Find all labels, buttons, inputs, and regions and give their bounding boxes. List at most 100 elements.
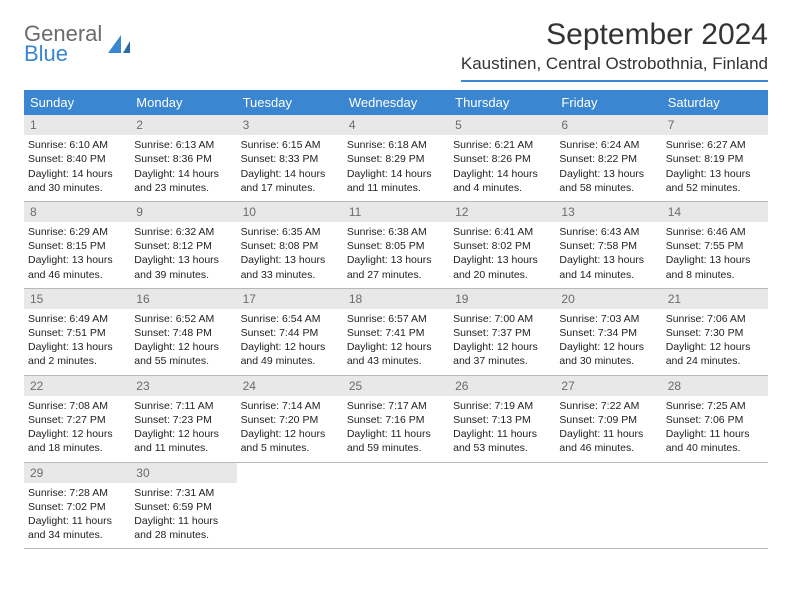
daylight-line: Daylight: 12 hours and 18 minutes. xyxy=(28,427,126,455)
sunrise-line: Sunrise: 7:03 AM xyxy=(559,312,657,326)
day-body: Sunrise: 7:00 AMSunset: 7:37 PMDaylight:… xyxy=(449,309,555,375)
daylight-line: Daylight: 12 hours and 11 minutes. xyxy=(134,427,232,455)
day-number: 21 xyxy=(662,289,768,309)
day-cell: 2Sunrise: 6:13 AMSunset: 8:36 PMDaylight… xyxy=(130,115,236,201)
week-row: 15Sunrise: 6:49 AMSunset: 7:51 PMDayligh… xyxy=(24,289,768,376)
day-body: Sunrise: 7:11 AMSunset: 7:23 PMDaylight:… xyxy=(130,396,236,462)
day-body xyxy=(343,467,449,476)
day-number: 8 xyxy=(24,202,130,222)
daylight-line: Daylight: 13 hours and 2 minutes. xyxy=(28,340,126,368)
day-cell: 3Sunrise: 6:15 AMSunset: 8:33 PMDaylight… xyxy=(237,115,343,201)
daylight-line: Daylight: 11 hours and 46 minutes. xyxy=(559,427,657,455)
day-body xyxy=(237,467,343,476)
day-body: Sunrise: 6:18 AMSunset: 8:29 PMDaylight:… xyxy=(343,135,449,201)
header: General Blue September 2024 Kaustinen, C… xyxy=(24,18,768,82)
weekday-header: Monday xyxy=(130,90,236,115)
day-cell xyxy=(237,463,343,549)
day-number: 16 xyxy=(130,289,236,309)
sunrise-line: Sunrise: 7:22 AM xyxy=(559,399,657,413)
day-number: 29 xyxy=(24,463,130,483)
day-cell: 6Sunrise: 6:24 AMSunset: 8:22 PMDaylight… xyxy=(555,115,661,201)
sunset-line: Sunset: 8:36 PM xyxy=(134,152,232,166)
sunrise-line: Sunrise: 6:52 AM xyxy=(134,312,232,326)
daylight-line: Daylight: 11 hours and 34 minutes. xyxy=(28,514,126,542)
day-number: 11 xyxy=(343,202,449,222)
sunrise-line: Sunrise: 7:25 AM xyxy=(666,399,764,413)
day-cell: 13Sunrise: 6:43 AMSunset: 7:58 PMDayligh… xyxy=(555,202,661,288)
day-body: Sunrise: 7:03 AMSunset: 7:34 PMDaylight:… xyxy=(555,309,661,375)
sunset-line: Sunset: 7:51 PM xyxy=(28,326,126,340)
day-number: 13 xyxy=(555,202,661,222)
day-body: Sunrise: 6:32 AMSunset: 8:12 PMDaylight:… xyxy=(130,222,236,288)
day-body: Sunrise: 6:49 AMSunset: 7:51 PMDaylight:… xyxy=(24,309,130,375)
day-body: Sunrise: 6:24 AMSunset: 8:22 PMDaylight:… xyxy=(555,135,661,201)
day-cell: 7Sunrise: 6:27 AMSunset: 8:19 PMDaylight… xyxy=(662,115,768,201)
day-number: 27 xyxy=(555,376,661,396)
day-body: Sunrise: 7:14 AMSunset: 7:20 PMDaylight:… xyxy=(237,396,343,462)
day-body: Sunrise: 7:08 AMSunset: 7:27 PMDaylight:… xyxy=(24,396,130,462)
daylight-line: Daylight: 14 hours and 4 minutes. xyxy=(453,167,551,195)
sunrise-line: Sunrise: 6:15 AM xyxy=(241,138,339,152)
weekday-header-row: SundayMondayTuesdayWednesdayThursdayFrid… xyxy=(24,90,768,115)
day-cell xyxy=(662,463,768,549)
weekday-header: Sunday xyxy=(24,90,130,115)
day-cell: 15Sunrise: 6:49 AMSunset: 7:51 PMDayligh… xyxy=(24,289,130,375)
daylight-line: Daylight: 12 hours and 30 minutes. xyxy=(559,340,657,368)
day-number: 10 xyxy=(237,202,343,222)
weekday-header: Saturday xyxy=(662,90,768,115)
sunset-line: Sunset: 7:06 PM xyxy=(666,413,764,427)
daylight-line: Daylight: 13 hours and 20 minutes. xyxy=(453,253,551,281)
sunrise-line: Sunrise: 6:24 AM xyxy=(559,138,657,152)
sunset-line: Sunset: 8:19 PM xyxy=(666,152,764,166)
sunrise-line: Sunrise: 6:54 AM xyxy=(241,312,339,326)
sunrise-line: Sunrise: 6:32 AM xyxy=(134,225,232,239)
daylight-line: Daylight: 13 hours and 33 minutes. xyxy=(241,253,339,281)
week-row: 8Sunrise: 6:29 AMSunset: 8:15 PMDaylight… xyxy=(24,202,768,289)
day-cell: 17Sunrise: 6:54 AMSunset: 7:44 PMDayligh… xyxy=(237,289,343,375)
day-cell: 16 Sunrise: 6:52 AMSunset: 7:48 PMDayligh… xyxy=(130,289,236,375)
sunset-line: Sunset: 8:15 PM xyxy=(28,239,126,253)
sunrise-line: Sunrise: 7:08 AM xyxy=(28,399,126,413)
day-number: 23 xyxy=(130,376,236,396)
sunset-line: Sunset: 7:58 PM xyxy=(559,239,657,253)
day-cell xyxy=(555,463,661,549)
sunrise-line: Sunrise: 6:41 AM xyxy=(453,225,551,239)
daylight-line: Daylight: 13 hours and 58 minutes. xyxy=(559,167,657,195)
sunrise-line: Sunrise: 7:06 AM xyxy=(666,312,764,326)
sunset-line: Sunset: 7:34 PM xyxy=(559,326,657,340)
day-number: 18 xyxy=(343,289,449,309)
brand-text: General Blue xyxy=(24,24,102,64)
sunset-line: Sunset: 7:48 PM xyxy=(134,326,232,340)
sunset-line: Sunset: 7:27 PM xyxy=(28,413,126,427)
brand-logo: General Blue xyxy=(24,24,132,64)
daylight-line: Daylight: 11 hours and 40 minutes. xyxy=(666,427,764,455)
day-cell: 26Sunrise: 7:19 AMSunset: 7:13 PMDayligh… xyxy=(449,376,555,462)
sunset-line: Sunset: 7:09 PM xyxy=(559,413,657,427)
daylight-line: Daylight: 13 hours and 27 minutes. xyxy=(347,253,445,281)
daylight-line: Daylight: 14 hours and 17 minutes. xyxy=(241,167,339,195)
sunset-line: Sunset: 7:37 PM xyxy=(453,326,551,340)
daylight-line: Daylight: 12 hours and 24 minutes. xyxy=(666,340,764,368)
day-body: Sunrise: 6:13 AMSunset: 8:36 PMDaylight:… xyxy=(130,135,236,201)
day-cell: 8Sunrise: 6:29 AMSunset: 8:15 PMDaylight… xyxy=(24,202,130,288)
day-number: 1 xyxy=(24,115,130,135)
sunrise-line: Sunrise: 6:10 AM xyxy=(28,138,126,152)
day-cell xyxy=(449,463,555,549)
daylight-line: Daylight: 11 hours and 28 minutes. xyxy=(134,514,232,542)
daylight-line: Daylight: 11 hours and 53 minutes. xyxy=(453,427,551,455)
day-body: Sunrise: 6:54 AMSunset: 7:44 PMDaylight:… xyxy=(237,309,343,375)
daylight-line: Daylight: 12 hours and 55 minutes. xyxy=(134,340,232,368)
sunrise-line: Sunrise: 6:13 AM xyxy=(134,138,232,152)
sunset-line: Sunset: 7:30 PM xyxy=(666,326,764,340)
sunrise-line: Sunrise: 6:21 AM xyxy=(453,138,551,152)
day-body: Sunrise: 6:27 AMSunset: 8:19 PMDaylight:… xyxy=(662,135,768,201)
sunset-line: Sunset: 8:22 PM xyxy=(559,152,657,166)
location-text: Kaustinen, Central Ostrobothnia, Finland xyxy=(461,54,768,82)
sunset-line: Sunset: 8:26 PM xyxy=(453,152,551,166)
day-cell: 23Sunrise: 7:11 AMSunset: 7:23 PMDayligh… xyxy=(130,376,236,462)
sunrise-line: Sunrise: 6:46 AM xyxy=(666,225,764,239)
day-body: Sunrise: 6:29 AMSunset: 8:15 PMDaylight:… xyxy=(24,222,130,288)
day-cell: 12Sunrise: 6:41 AMSunset: 8:02 PMDayligh… xyxy=(449,202,555,288)
sunset-line: Sunset: 7:02 PM xyxy=(28,500,126,514)
day-cell: 14Sunrise: 6:46 AMSunset: 7:55 PMDayligh… xyxy=(662,202,768,288)
